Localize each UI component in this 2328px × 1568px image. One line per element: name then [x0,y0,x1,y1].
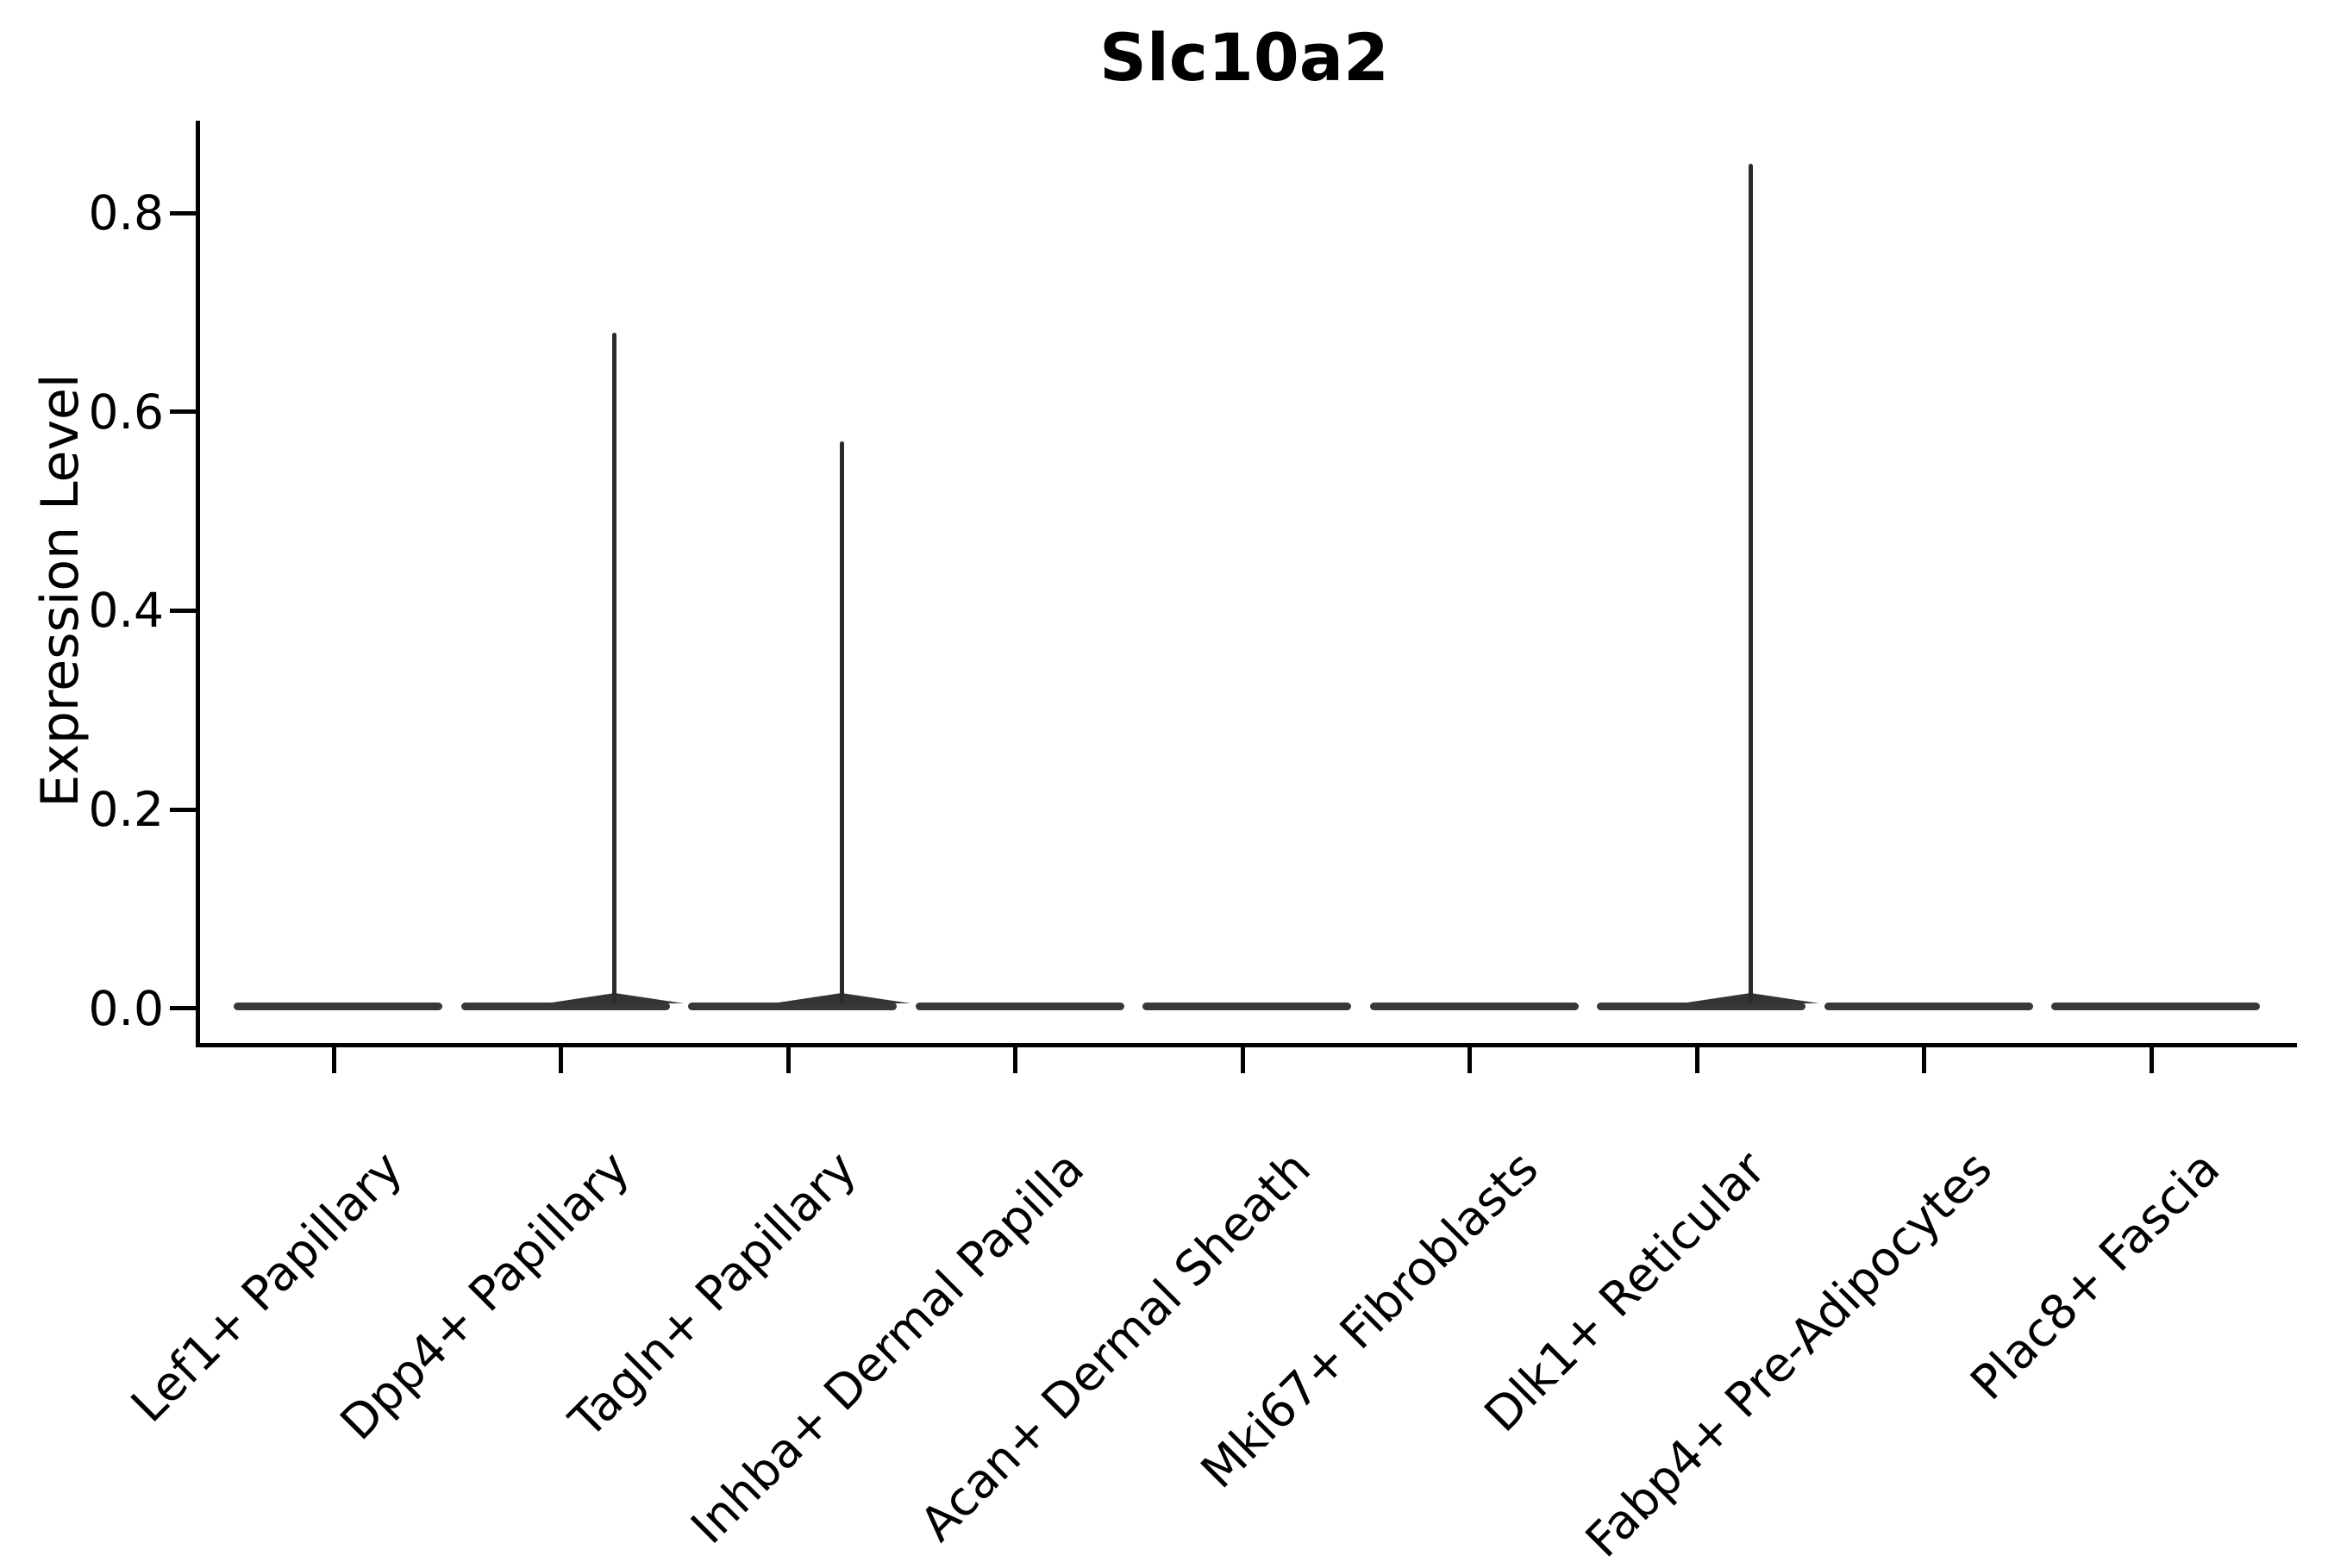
plot-area [196,121,2297,1047]
x-tick-mark [1922,1047,1926,1073]
violin-base [234,1002,442,1010]
y-tick-label: 0.2 [88,782,164,838]
y-tick-mark [170,807,196,812]
violin-base [1369,1002,1579,1010]
y-tick-label: 0.0 [88,980,164,1036]
violin-base [2051,1002,2260,1010]
x-tick-mark [559,1047,563,1073]
violin-base [1142,1002,1351,1010]
x-tick-mark [331,1047,336,1073]
y-tick-mark [170,608,196,613]
x-tick-mark [1240,1047,1245,1073]
x-tick-label-text: Inhba+ Dermal Papilla [679,1140,1094,1555]
violin-tail-spike [839,441,844,1003]
x-tick-label-text: Fabp4+ Pre-Adipocytes [1575,1140,2003,1568]
violin-tail-spike [612,332,616,1003]
violin-base [688,1002,897,1010]
x-tick-label-text: Acan+ Dermal Sheath [910,1140,1322,1552]
y-tick-mark [170,409,196,415]
y-tick-mark [170,1006,196,1011]
violin-tail-spike [1748,163,1753,1003]
y-tick-label: 0.4 [88,583,164,639]
violin-base [915,1002,1124,1010]
y-tick-label: 0.8 [88,185,164,241]
violin-base [460,1002,670,1010]
y-tick-label: 0.6 [88,384,164,440]
x-tick-mark [785,1047,791,1073]
violin-base [1824,1002,2033,1010]
page-title: Slc10a2 [1099,19,1389,96]
x-tick-mark [1013,1047,1017,1073]
x-tick-mark [2149,1047,2154,1073]
violin-base [1597,1002,1805,1010]
x-tick-mark [1468,1047,1472,1073]
y-tick-mark [170,210,196,216]
x-tick-mark [1694,1047,1699,1073]
